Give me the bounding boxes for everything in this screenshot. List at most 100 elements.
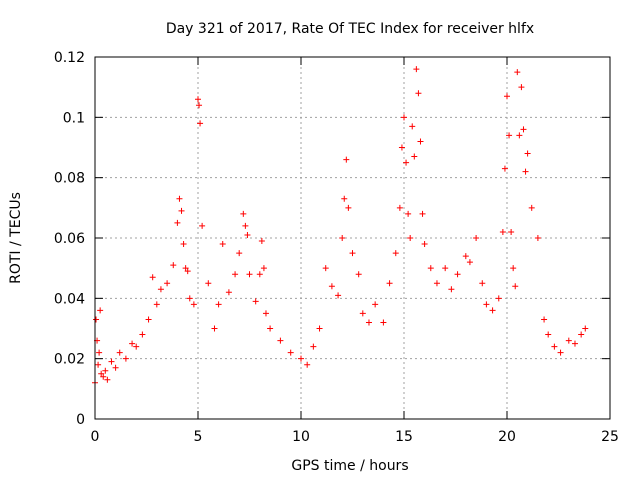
data-point <box>112 364 119 371</box>
data-point <box>411 153 418 160</box>
data-point <box>178 207 185 214</box>
data-point <box>520 126 527 133</box>
data-point <box>514 69 521 76</box>
data-point <box>322 265 329 272</box>
data-point <box>225 289 232 296</box>
data-point <box>133 343 140 350</box>
y-tick-label: 0.06 <box>54 231 85 247</box>
data-point <box>93 316 100 323</box>
data-point <box>277 337 284 344</box>
data-point <box>483 301 490 308</box>
data-point <box>396 204 403 211</box>
data-point <box>433 280 440 287</box>
data-point <box>310 343 317 350</box>
data-point <box>190 301 197 308</box>
data-point <box>116 349 123 356</box>
y-tick-label: 0.08 <box>54 171 85 187</box>
data-point <box>415 90 422 97</box>
data-point <box>508 228 515 235</box>
data-point <box>258 238 265 245</box>
data-point <box>442 265 449 272</box>
data-point <box>343 156 350 163</box>
data-point <box>252 298 259 305</box>
data-point <box>328 283 335 290</box>
y-tick-label: 0.1 <box>63 110 85 126</box>
x-tick-label: 15 <box>395 429 413 445</box>
data-point <box>516 132 523 139</box>
data-point <box>365 319 372 326</box>
data-point <box>157 286 164 293</box>
data-point <box>386 280 393 287</box>
data-point <box>522 168 529 175</box>
data-point <box>122 355 129 362</box>
data-point <box>448 286 455 293</box>
data-point <box>184 268 191 275</box>
data-point <box>102 367 109 374</box>
data-point <box>244 231 251 238</box>
data-point <box>578 331 585 338</box>
data-point <box>413 66 420 73</box>
data-point <box>349 250 356 257</box>
data-point <box>149 274 156 281</box>
data-point <box>287 349 294 356</box>
data-point <box>153 301 160 308</box>
data-point <box>145 316 152 323</box>
data-point <box>534 235 541 241</box>
y-tick-label: 0 <box>76 412 85 428</box>
data-point <box>512 283 519 290</box>
data-point <box>195 96 201 103</box>
data-point <box>372 301 379 308</box>
data-point <box>355 271 362 278</box>
data-point <box>256 271 263 278</box>
y-axis-label: ROTI / TECUs <box>8 192 24 284</box>
data-point <box>199 222 206 229</box>
data-point <box>524 150 531 157</box>
data-point <box>182 265 189 272</box>
data-point <box>495 295 502 302</box>
data-points <box>92 66 589 386</box>
data-point <box>139 331 146 338</box>
data-point <box>409 123 416 130</box>
data-point <box>219 241 226 248</box>
data-point <box>95 361 102 368</box>
data-point <box>518 84 525 91</box>
data-point <box>380 319 387 326</box>
data-point <box>454 271 461 278</box>
data-point <box>499 228 506 235</box>
data-point <box>298 355 304 362</box>
x-tick-label: 10 <box>292 429 310 445</box>
x-axis-label: GPS time / hours <box>291 458 408 474</box>
x-tick-labels: 0 5 10 15 20 25 <box>91 429 619 445</box>
data-point <box>211 325 218 332</box>
data-point <box>359 310 366 317</box>
data-point <box>232 271 239 278</box>
data-point <box>345 204 352 211</box>
y-tick-label: 0.04 <box>54 291 85 307</box>
data-point <box>407 235 414 241</box>
data-point <box>419 210 426 217</box>
data-point <box>506 132 513 139</box>
data-point <box>186 295 193 302</box>
data-point <box>304 361 311 368</box>
data-point <box>96 349 103 356</box>
data-point <box>565 337 572 344</box>
data-point <box>108 358 115 365</box>
data-point <box>260 265 267 272</box>
x-tick-label: 0 <box>91 429 100 445</box>
data-point <box>473 235 480 241</box>
x-tick-label: 25 <box>601 429 619 445</box>
data-point <box>176 195 183 202</box>
data-point <box>466 259 473 266</box>
data-point <box>489 307 496 314</box>
data-point <box>551 343 558 350</box>
data-point <box>196 102 203 109</box>
data-point <box>398 144 405 151</box>
data-point <box>236 250 243 257</box>
data-point <box>205 280 212 287</box>
data-point <box>541 316 548 323</box>
chart-title: Day 321 of 2017, Rate Of TEC Index for r… <box>166 21 534 37</box>
data-point <box>98 370 105 377</box>
y-tick-labels: 0 0.02 0.04 0.06 0.08 0.1 0.12 <box>54 50 85 428</box>
data-point <box>417 138 424 145</box>
